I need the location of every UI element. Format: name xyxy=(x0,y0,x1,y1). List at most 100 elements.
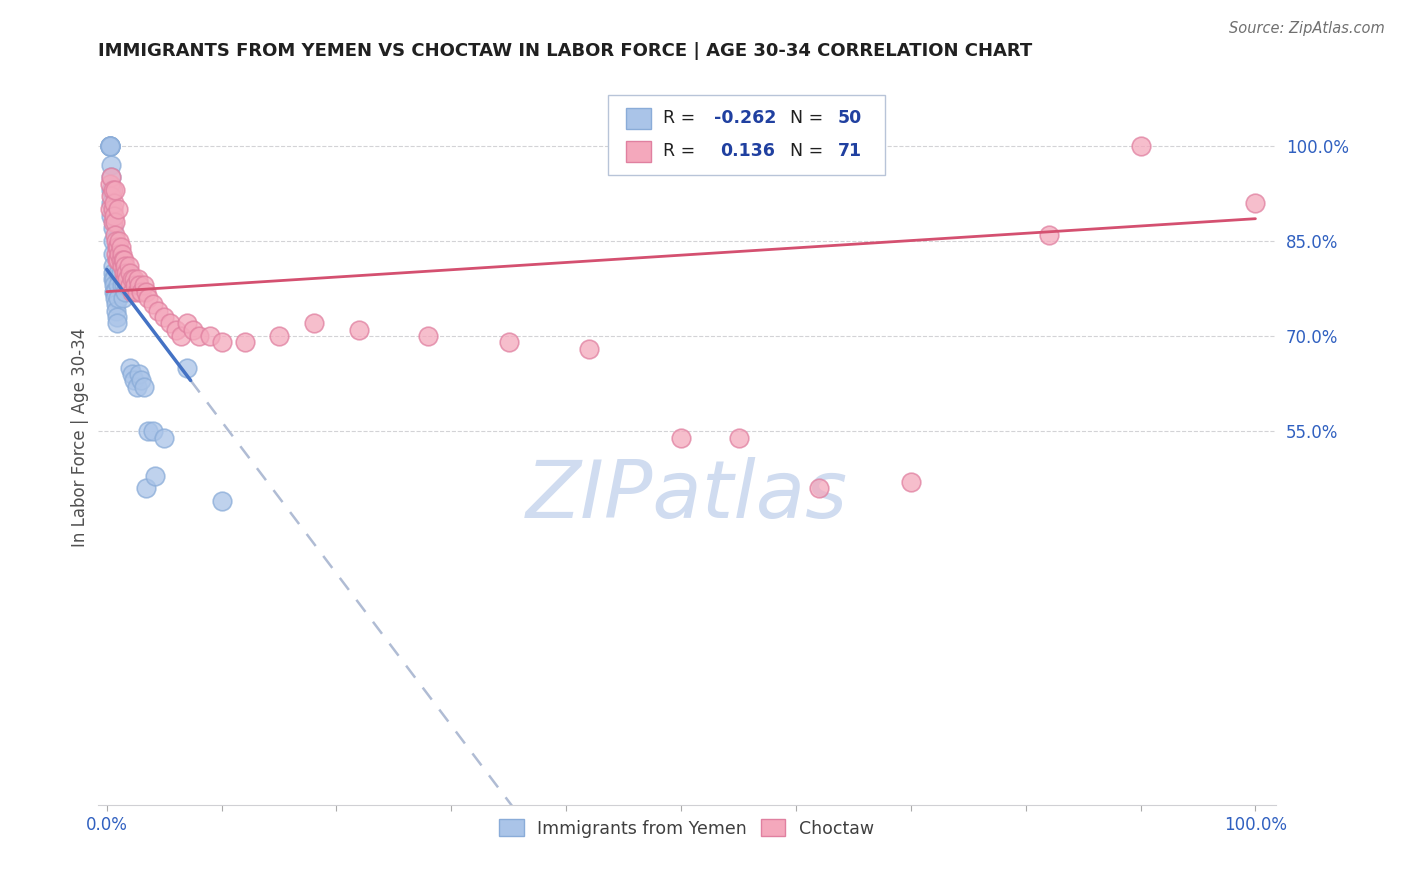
Point xyxy=(100,209,122,223)
Point xyxy=(112,266,135,280)
Y-axis label: In Labor Force | Age 30-34: In Labor Force | Age 30-34 xyxy=(72,328,89,547)
Point xyxy=(103,285,125,299)
Point xyxy=(165,323,187,337)
Point xyxy=(1244,195,1267,210)
Point xyxy=(101,266,124,280)
Point xyxy=(98,138,121,153)
Point xyxy=(148,303,170,318)
Point xyxy=(112,278,135,293)
Point xyxy=(159,316,181,330)
Point xyxy=(142,424,165,438)
Point xyxy=(103,272,125,286)
Point xyxy=(104,291,127,305)
Point xyxy=(118,360,141,375)
Point xyxy=(1038,227,1060,242)
Point xyxy=(198,329,221,343)
Point xyxy=(125,380,148,394)
Point xyxy=(112,252,135,267)
Text: IMMIGRANTS FROM YEMEN VS CHOCTAW IN LABOR FORCE | AGE 30-34 CORRELATION CHART: IMMIGRANTS FROM YEMEN VS CHOCTAW IN LABO… xyxy=(97,42,1032,60)
Point xyxy=(669,430,692,444)
Point xyxy=(98,177,121,191)
Point xyxy=(302,316,325,330)
Text: 71: 71 xyxy=(838,143,862,161)
Point xyxy=(108,234,131,248)
Point xyxy=(418,329,440,343)
Point xyxy=(103,209,125,223)
Point xyxy=(110,252,132,267)
Point xyxy=(114,272,136,286)
Point xyxy=(107,291,129,305)
Point xyxy=(101,202,124,217)
Point xyxy=(181,323,204,337)
Point xyxy=(187,329,209,343)
FancyBboxPatch shape xyxy=(626,108,651,128)
Point xyxy=(115,266,138,280)
Point xyxy=(118,266,141,280)
Text: R =: R = xyxy=(664,143,702,161)
Point xyxy=(349,323,371,337)
Point xyxy=(127,272,149,286)
Point xyxy=(101,183,124,197)
Point xyxy=(128,278,150,293)
Point xyxy=(136,424,159,438)
Point xyxy=(118,278,141,293)
Text: N =: N = xyxy=(779,109,828,128)
Point xyxy=(117,259,139,273)
Point xyxy=(104,285,127,299)
Point xyxy=(104,303,127,318)
Point xyxy=(111,259,134,273)
Point xyxy=(176,316,198,330)
Point xyxy=(107,278,129,293)
Point xyxy=(121,272,143,286)
Point xyxy=(111,252,134,267)
Point xyxy=(104,183,127,197)
Point xyxy=(129,285,152,299)
Point xyxy=(124,272,146,286)
Point xyxy=(100,170,122,185)
Point xyxy=(100,195,122,210)
Point xyxy=(111,291,134,305)
Point xyxy=(101,259,124,273)
Point xyxy=(98,138,121,153)
Point xyxy=(105,310,128,324)
Point xyxy=(111,278,134,293)
Point xyxy=(104,246,127,260)
Point xyxy=(98,138,121,153)
Point xyxy=(498,335,520,350)
Point xyxy=(104,227,127,242)
Point xyxy=(121,367,143,381)
Text: ZIPatlas: ZIPatlas xyxy=(526,458,848,535)
Point xyxy=(1129,138,1152,153)
Point xyxy=(98,202,121,217)
Text: Source: ZipAtlas.com: Source: ZipAtlas.com xyxy=(1229,21,1385,36)
Legend: Immigrants from Yemen, Choctaw: Immigrants from Yemen, Choctaw xyxy=(492,813,882,845)
Point xyxy=(101,234,124,248)
Point xyxy=(108,246,131,260)
Point xyxy=(105,240,128,254)
Point xyxy=(124,278,146,293)
Point xyxy=(110,240,132,254)
Point xyxy=(100,170,122,185)
Point xyxy=(104,215,127,229)
Point xyxy=(104,234,127,248)
Point xyxy=(211,335,233,350)
Point xyxy=(578,342,600,356)
Point xyxy=(117,272,139,286)
Point xyxy=(132,380,155,394)
Point xyxy=(117,266,139,280)
Point xyxy=(105,316,128,330)
Point xyxy=(101,221,124,235)
Point xyxy=(153,430,176,444)
Point xyxy=(98,138,121,153)
Point xyxy=(727,430,749,444)
Point xyxy=(124,373,146,387)
Text: -0.262: -0.262 xyxy=(714,109,776,128)
Point xyxy=(117,278,139,293)
Point xyxy=(176,360,198,375)
Point xyxy=(114,259,136,273)
Point xyxy=(98,138,121,153)
Point xyxy=(128,367,150,381)
Point xyxy=(135,481,157,495)
Point xyxy=(170,329,193,343)
Point xyxy=(103,195,125,210)
